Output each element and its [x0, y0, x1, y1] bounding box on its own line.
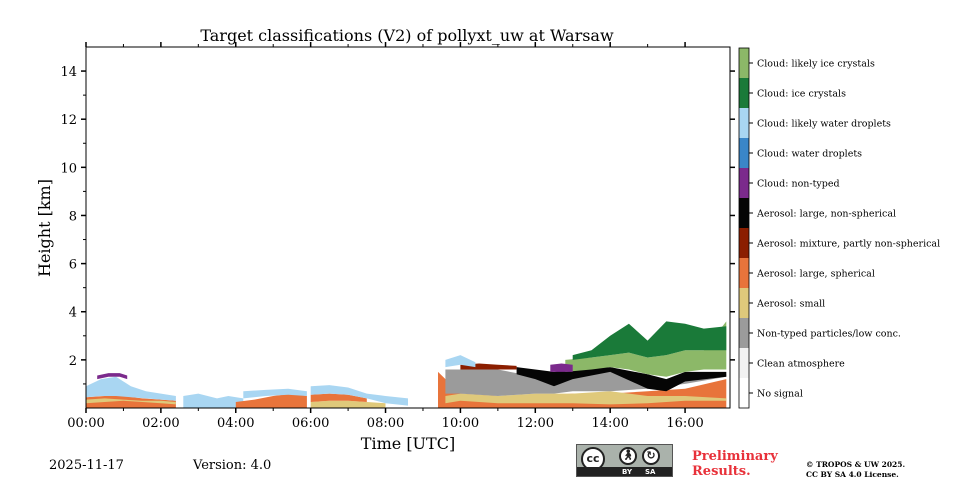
cc-by-label: BY: [622, 468, 633, 476]
legend-swatch: [739, 48, 749, 78]
legend-swatch: [739, 138, 749, 168]
chart-title: Target classifications (V2) of pollyxt_u…: [200, 26, 614, 45]
layer-aerosol-small-7: [310, 400, 386, 408]
x-axis-label: Time [UTC]: [361, 434, 455, 453]
layer-cloud-likely-water-droplets-4: [183, 393, 244, 408]
legend-label: Aerosol: large, spherical: [756, 269, 875, 280]
cc-sa-label: SA: [645, 468, 656, 476]
layer-cloud-likely-water-droplets-9: [310, 385, 408, 406]
layer-aerosol-small-1: [86, 398, 176, 405]
legend-frame: [738, 47, 750, 409]
layer-cloud-non-typed-3: [97, 373, 128, 380]
x-tick-label: 16:00: [666, 416, 703, 431]
x-tick-label: 12:00: [517, 416, 554, 431]
legend-label: Aerosol: large, non-spherical: [756, 209, 896, 220]
license-line-1: © TROPOS & UW 2025.: [806, 460, 906, 469]
layer-aerosol-small-11: [445, 391, 727, 405]
legend-label: Cloud: non-typed: [757, 179, 840, 190]
layer-non-typed-particles-low-conc-12: [445, 369, 727, 396]
x-tick-label: 04:00: [217, 416, 254, 431]
plot-area: [86, 321, 727, 408]
y-tick-label: 14: [60, 65, 77, 80]
legend-swatch: [739, 318, 749, 348]
y-axis-label: Height [km]: [35, 179, 54, 277]
y-tick-label: 10: [60, 161, 77, 176]
x-tick-label: 10:00: [442, 416, 479, 431]
y-axis: 2 4 6 8 10 12 14: [60, 65, 735, 385]
layer-cloud-likely-water-droplets-2: [86, 376, 176, 401]
legend-swatch: [739, 78, 749, 108]
legend-label: Non-typed particles/low conc.: [757, 329, 901, 340]
legend-swatch: [739, 108, 749, 138]
legend-swatch: [739, 378, 749, 408]
cc-license-badge: cc 🚶︎ ↻ BY SA: [576, 444, 673, 477]
legend-label: Cloud: likely ice crystals: [757, 59, 875, 70]
layer-cloud-likely-water-droplets-18: [445, 355, 476, 368]
layer-cloud-likely-ice-crystals-15: [565, 321, 727, 377]
cc-sa-icon: ↻: [642, 447, 660, 465]
legend-label: No signal: [757, 389, 803, 400]
legend-label: Clean atmosphere: [757, 359, 845, 370]
preliminary-results-label: Preliminary Results.: [692, 449, 778, 479]
layer-cloud-ice-crystals-16: [572, 321, 727, 360]
x-tick-label: 06:00: [292, 416, 329, 431]
x-axis: 00:00 02:00 04:00 06:00 08:00 10:00 12:00 14:00…: [67, 42, 704, 431]
legend-swatch: [739, 348, 749, 378]
x-tick-label: 02:00: [142, 416, 179, 431]
layer-aerosol-large-spherical-5: [235, 393, 307, 408]
legend-label: Aerosol: mixture, partly non-spherical: [756, 239, 940, 250]
x-tick-label: 00:00: [67, 416, 104, 431]
cc-by-person-icon: 🚶︎: [619, 447, 637, 465]
y-tick-label: 4: [69, 306, 77, 321]
x-tick-label: 08:00: [367, 416, 404, 431]
license-line-2: CC BY SA 4.0 License.: [806, 470, 899, 479]
legend-label: Aerosol: small: [756, 299, 825, 310]
x-tick-label: 14:00: [591, 416, 628, 431]
legend-swatch: [739, 288, 749, 318]
plot-frame: [85, 46, 731, 409]
legend-label: Cloud: ice crystals: [757, 89, 846, 100]
footer-date: 2025-11-17: [49, 458, 124, 473]
layer-aerosol-large-spherical-8: [310, 393, 367, 402]
y-tick-label: 8: [69, 209, 77, 224]
y-tick-label: 2: [69, 354, 77, 369]
legend-swatch: [739, 198, 749, 228]
legend-label: Cloud: likely water droplets: [757, 119, 891, 130]
legend-colorbar: No signal Clean atmosphere Non-typed parti…: [738, 47, 940, 409]
layer-aerosol-large-non-spherical-13: [516, 367, 727, 392]
layer-cloud-likely-water-droplets-6: [243, 388, 307, 399]
y-tick-label: 6: [69, 258, 77, 273]
legend-label: Cloud: water droplets: [757, 149, 862, 160]
y-tick-label: 12: [60, 113, 77, 128]
legend-swatch: [739, 228, 749, 258]
footer-version: Version: 4.0: [193, 458, 272, 473]
cc-badge-strip: BY SA: [577, 467, 672, 476]
legend-swatch: [739, 258, 749, 288]
license-text: © TROPOS & UW 2025. CC BY SA 4.0 License…: [806, 460, 905, 480]
legend-swatch: [739, 168, 749, 198]
layer-cloud-non-typed-17: [550, 363, 573, 372]
